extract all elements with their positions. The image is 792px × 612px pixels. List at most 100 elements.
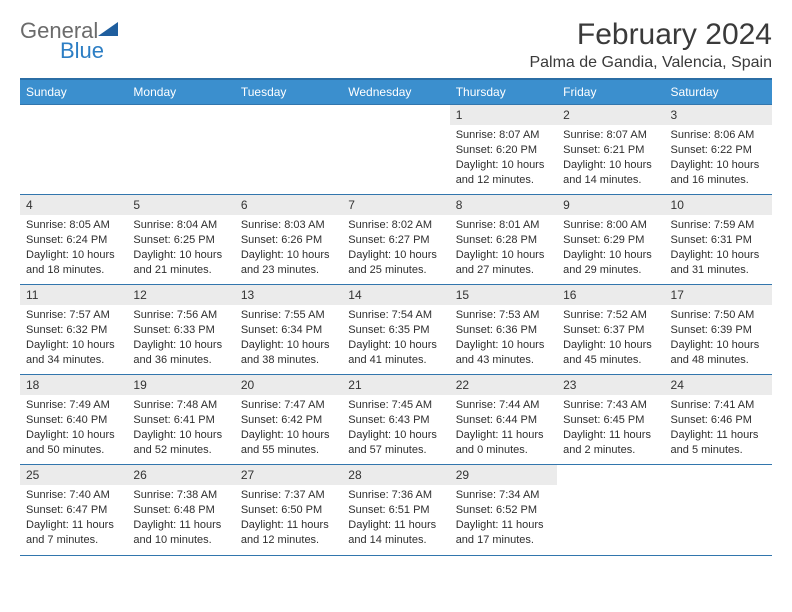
day-number: 12 — [127, 285, 234, 305]
sunset-text: Sunset: 6:20 PM — [456, 143, 551, 158]
day-number: 25 — [20, 465, 127, 485]
day-details: Sunrise: 8:07 AMSunset: 6:21 PMDaylight:… — [557, 125, 664, 191]
day-details: Sunrise: 7:52 AMSunset: 6:37 PMDaylight:… — [557, 305, 664, 371]
calendar-cell: 23Sunrise: 7:43 AMSunset: 6:45 PMDayligh… — [557, 375, 664, 465]
calendar-cell: 24Sunrise: 7:41 AMSunset: 6:46 PMDayligh… — [665, 375, 772, 465]
sunset-text: Sunset: 6:34 PM — [241, 323, 336, 338]
day-number: 7 — [342, 195, 449, 215]
sunrise-text: Sunrise: 7:49 AM — [26, 398, 121, 413]
day-number: 4 — [20, 195, 127, 215]
logo-triangle-icon — [98, 22, 118, 36]
day-details: Sunrise: 8:04 AMSunset: 6:25 PMDaylight:… — [127, 215, 234, 281]
day-number: 23 — [557, 375, 664, 395]
day-details: Sunrise: 7:50 AMSunset: 6:39 PMDaylight:… — [665, 305, 772, 371]
sunrise-text: Sunrise: 7:52 AM — [563, 308, 658, 323]
sunrise-text: Sunrise: 7:57 AM — [26, 308, 121, 323]
sunset-text: Sunset: 6:39 PM — [671, 323, 766, 338]
calendar-cell: 6Sunrise: 8:03 AMSunset: 6:26 PMDaylight… — [235, 195, 342, 285]
sunrise-text: Sunrise: 7:59 AM — [671, 218, 766, 233]
calendar-cell: 15Sunrise: 7:53 AMSunset: 6:36 PMDayligh… — [450, 285, 557, 375]
day-details: Sunrise: 8:07 AMSunset: 6:20 PMDaylight:… — [450, 125, 557, 191]
calendar-cell — [665, 465, 772, 555]
daylight-text: Daylight: 10 hours and 14 minutes. — [563, 158, 658, 188]
sunrise-text: Sunrise: 8:01 AM — [456, 218, 551, 233]
daylight-text: Daylight: 11 hours and 2 minutes. — [563, 428, 658, 458]
daylight-text: Daylight: 10 hours and 36 minutes. — [133, 338, 228, 368]
sunrise-text: Sunrise: 8:07 AM — [456, 128, 551, 143]
day-number: 19 — [127, 375, 234, 395]
sunset-text: Sunset: 6:33 PM — [133, 323, 228, 338]
sunrise-text: Sunrise: 7:37 AM — [241, 488, 336, 503]
day-details: Sunrise: 7:47 AMSunset: 6:42 PMDaylight:… — [235, 395, 342, 461]
daylight-text: Daylight: 10 hours and 34 minutes. — [26, 338, 121, 368]
daylight-text: Daylight: 11 hours and 7 minutes. — [26, 518, 121, 548]
daylight-text: Daylight: 11 hours and 17 minutes. — [456, 518, 551, 548]
sunset-text: Sunset: 6:31 PM — [671, 233, 766, 248]
sunset-text: Sunset: 6:45 PM — [563, 413, 658, 428]
calendar-cell: 11Sunrise: 7:57 AMSunset: 6:32 PMDayligh… — [20, 285, 127, 375]
sunrise-text: Sunrise: 7:56 AM — [133, 308, 228, 323]
calendar-cell: 12Sunrise: 7:56 AMSunset: 6:33 PMDayligh… — [127, 285, 234, 375]
day-details: Sunrise: 7:54 AMSunset: 6:35 PMDaylight:… — [342, 305, 449, 371]
sunset-text: Sunset: 6:35 PM — [348, 323, 443, 338]
daylight-text: Daylight: 11 hours and 12 minutes. — [241, 518, 336, 548]
calendar-cell: 20Sunrise: 7:47 AMSunset: 6:42 PMDayligh… — [235, 375, 342, 465]
calendar-cell — [557, 465, 664, 555]
day-details: Sunrise: 8:01 AMSunset: 6:28 PMDaylight:… — [450, 215, 557, 281]
sunrise-text: Sunrise: 8:03 AM — [241, 218, 336, 233]
calendar-row: 11Sunrise: 7:57 AMSunset: 6:32 PMDayligh… — [20, 285, 772, 375]
calendar-cell: 13Sunrise: 7:55 AMSunset: 6:34 PMDayligh… — [235, 285, 342, 375]
day-number: 14 — [342, 285, 449, 305]
day-details: Sunrise: 7:40 AMSunset: 6:47 PMDaylight:… — [20, 485, 127, 551]
day-number: 9 — [557, 195, 664, 215]
day-details: Sunrise: 7:49 AMSunset: 6:40 PMDaylight:… — [20, 395, 127, 461]
daylight-text: Daylight: 10 hours and 48 minutes. — [671, 338, 766, 368]
sunset-text: Sunset: 6:37 PM — [563, 323, 658, 338]
calendar-cell: 1Sunrise: 8:07 AMSunset: 6:20 PMDaylight… — [450, 105, 557, 195]
calendar-cell — [235, 105, 342, 195]
day-number: 17 — [665, 285, 772, 305]
calendar-cell: 14Sunrise: 7:54 AMSunset: 6:35 PMDayligh… — [342, 285, 449, 375]
day-details: Sunrise: 7:44 AMSunset: 6:44 PMDaylight:… — [450, 395, 557, 461]
sunrise-text: Sunrise: 8:05 AM — [26, 218, 121, 233]
calendar-cell: 27Sunrise: 7:37 AMSunset: 6:50 PMDayligh… — [235, 465, 342, 555]
day-number: 6 — [235, 195, 342, 215]
day-number: 29 — [450, 465, 557, 485]
calendar-row: 1Sunrise: 8:07 AMSunset: 6:20 PMDaylight… — [20, 105, 772, 195]
day-details: Sunrise: 7:45 AMSunset: 6:43 PMDaylight:… — [342, 395, 449, 461]
daylight-text: Daylight: 10 hours and 25 minutes. — [348, 248, 443, 278]
sunrise-text: Sunrise: 7:38 AM — [133, 488, 228, 503]
calendar-cell: 7Sunrise: 8:02 AMSunset: 6:27 PMDaylight… — [342, 195, 449, 285]
sunset-text: Sunset: 6:25 PM — [133, 233, 228, 248]
day-number: 18 — [20, 375, 127, 395]
day-number: 1 — [450, 105, 557, 125]
calendar-row: 18Sunrise: 7:49 AMSunset: 6:40 PMDayligh… — [20, 375, 772, 465]
day-number: 11 — [20, 285, 127, 305]
calendar-row: 25Sunrise: 7:40 AMSunset: 6:47 PMDayligh… — [20, 465, 772, 555]
day-details: Sunrise: 7:36 AMSunset: 6:51 PMDaylight:… — [342, 485, 449, 551]
daylight-text: Daylight: 10 hours and 23 minutes. — [241, 248, 336, 278]
calendar-cell: 17Sunrise: 7:50 AMSunset: 6:39 PMDayligh… — [665, 285, 772, 375]
daylight-text: Daylight: 10 hours and 41 minutes. — [348, 338, 443, 368]
daylight-text: Daylight: 10 hours and 12 minutes. — [456, 158, 551, 188]
daylight-text: Daylight: 10 hours and 18 minutes. — [26, 248, 121, 278]
day-number: 10 — [665, 195, 772, 215]
sunrise-text: Sunrise: 8:00 AM — [563, 218, 658, 233]
day-details: Sunrise: 8:00 AMSunset: 6:29 PMDaylight:… — [557, 215, 664, 281]
day-details: Sunrise: 7:53 AMSunset: 6:36 PMDaylight:… — [450, 305, 557, 371]
calendar-cell: 28Sunrise: 7:36 AMSunset: 6:51 PMDayligh… — [342, 465, 449, 555]
location-subtitle: Palma de Gandia, Valencia, Spain — [529, 54, 772, 72]
daylight-text: Daylight: 10 hours and 52 minutes. — [133, 428, 228, 458]
sunset-text: Sunset: 6:21 PM — [563, 143, 658, 158]
daylight-text: Daylight: 11 hours and 5 minutes. — [671, 428, 766, 458]
daylight-text: Daylight: 10 hours and 45 minutes. — [563, 338, 658, 368]
calendar-body: 1Sunrise: 8:07 AMSunset: 6:20 PMDaylight… — [20, 105, 772, 555]
day-details: Sunrise: 7:57 AMSunset: 6:32 PMDaylight:… — [20, 305, 127, 371]
day-number: 5 — [127, 195, 234, 215]
day-details: Sunrise: 7:55 AMSunset: 6:34 PMDaylight:… — [235, 305, 342, 371]
day-number: 27 — [235, 465, 342, 485]
day-number: 3 — [665, 105, 772, 125]
sunrise-text: Sunrise: 7:53 AM — [456, 308, 551, 323]
sunset-text: Sunset: 6:51 PM — [348, 503, 443, 518]
day-details: Sunrise: 7:56 AMSunset: 6:33 PMDaylight:… — [127, 305, 234, 371]
